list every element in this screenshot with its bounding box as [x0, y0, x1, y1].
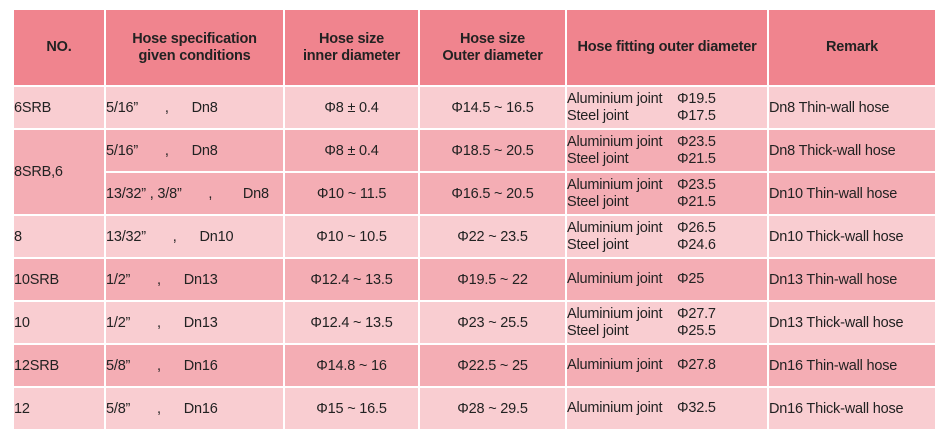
cell-fitting: Aluminium joint Φ23.5 Steel joint Φ21.5 [567, 173, 767, 214]
cell-no: 8 [14, 216, 104, 257]
table-row: 8 13/32” , Dn10 Φ10 ~ 10.5 Φ22 ~ 23.5 Al… [14, 216, 935, 257]
cell-fitting: Aluminium joint Φ23.5 Steel joint Φ21.5 [567, 130, 767, 171]
table-row: 10 1/2” , Dn13 Φ12.4 ~ 13.5 Φ23 ~ 25.5 A… [14, 302, 935, 343]
cell-outer: Φ16.5 ~ 20.5 [420, 173, 565, 214]
cell-fitting: Aluminium joint Φ27.8 [567, 345, 767, 386]
cell-inner: Φ8 ± 0.4 [285, 87, 418, 128]
cell-outer: Φ22.5 ~ 25 [420, 345, 565, 386]
cell-spec: 1/2” , Dn13 [106, 302, 283, 343]
hose-spec-table: NO. Hose specification given conditions H… [12, 8, 937, 431]
cell-outer: Φ28 ~ 29.5 [420, 388, 565, 429]
cell-remark: Dn16 Thin-wall hose [769, 345, 935, 386]
table-row: 10SRB 1/2” , Dn13 Φ12.4 ~ 13.5 Φ19.5 ~ 2… [14, 259, 935, 300]
cell-inner: Φ14.8 ~ 16 [285, 345, 418, 386]
cell-inner: Φ10 ~ 11.5 [285, 173, 418, 214]
header-spec: Hose specification given conditions [106, 10, 283, 85]
cell-no: 12 [14, 388, 104, 429]
cell-outer: Φ23 ~ 25.5 [420, 302, 565, 343]
cell-no: 8SRB,6 [14, 130, 104, 214]
cell-no: 6SRB [14, 87, 104, 128]
cell-spec: 5/8” , Dn16 [106, 388, 283, 429]
cell-remark: Dn8 Thick-wall hose [769, 130, 935, 171]
cell-inner: Φ8 ± 0.4 [285, 130, 418, 171]
cell-inner: Φ12.4 ~ 13.5 [285, 302, 418, 343]
cell-inner: Φ15 ~ 16.5 [285, 388, 418, 429]
header-inner-diameter: Hose size inner diameter [285, 10, 418, 85]
cell-spec: 1/2” , Dn13 [106, 259, 283, 300]
header-no: NO. [14, 10, 104, 85]
header-fitting-diameter: Hose fitting outer diameter [567, 10, 767, 85]
cell-remark: Dn13 Thick-wall hose [769, 302, 935, 343]
cell-spec: 13/32” , 3/8” , Dn8 [106, 173, 283, 214]
table-row: 13/32” , 3/8” , Dn8 Φ10 ~ 11.5 Φ16.5 ~ 2… [14, 173, 935, 214]
cell-spec: 5/8” , Dn16 [106, 345, 283, 386]
cell-fitting: Aluminium joint Φ19.5 Steel joint Φ17.5 [567, 87, 767, 128]
table-row: 8SRB,6 5/16” , Dn8 Φ8 ± 0.4 Φ18.5 ~ 20.5… [14, 130, 935, 214]
table-row: 12SRB 5/8” , Dn16 Φ14.8 ~ 16 Φ22.5 ~ 25 … [14, 345, 935, 386]
cell-outer: Φ18.5 ~ 20.5 [420, 130, 565, 171]
cell-spec: 5/16” , Dn8 [106, 130, 283, 171]
cell-remark: Dn13 Thin-wall hose [769, 259, 935, 300]
cell-fitting: Aluminium joint Φ27.7 Steel joint Φ25.5 [567, 302, 767, 343]
cell-remark: Dn10 Thick-wall hose [769, 216, 935, 257]
cell-spec: 5/16” , Dn8 [106, 87, 283, 128]
cell-outer: Φ14.5 ~ 16.5 [420, 87, 565, 128]
table-row: 12 5/8” , Dn16 Φ15 ~ 16.5 Φ28 ~ 29.5 Alu… [14, 388, 935, 429]
cell-fitting: Aluminium joint Φ25 [567, 259, 767, 300]
cell-spec: 13/32” , Dn10 [106, 216, 283, 257]
cell-outer: Φ22 ~ 23.5 [420, 216, 565, 257]
cell-inner: Φ10 ~ 10.5 [285, 216, 418, 257]
header-row: NO. Hose specification given conditions H… [14, 10, 935, 85]
cell-remark: Dn16 Thick-wall hose [769, 388, 935, 429]
cell-fitting: Aluminium joint Φ26.5 Steel joint Φ24.6 [567, 216, 767, 257]
cell-fitting: Aluminium joint Φ32.5 [567, 388, 767, 429]
cell-no: 12SRB [14, 345, 104, 386]
cell-outer: Φ19.5 ~ 22 [420, 259, 565, 300]
table-row: 6SRB 5/16” , Dn8 Φ8 ± 0.4 Φ14.5 ~ 16.5 A… [14, 87, 935, 128]
header-outer-diameter: Hose size Outer diameter [420, 10, 565, 85]
cell-no: 10SRB [14, 259, 104, 300]
cell-remark: Dn10 Thin-wall hose [769, 173, 935, 214]
header-remark: Remark [769, 10, 935, 85]
cell-remark: Dn8 Thin-wall hose [769, 87, 935, 128]
cell-no: 10 [14, 302, 104, 343]
cell-inner: Φ12.4 ~ 13.5 [285, 259, 418, 300]
